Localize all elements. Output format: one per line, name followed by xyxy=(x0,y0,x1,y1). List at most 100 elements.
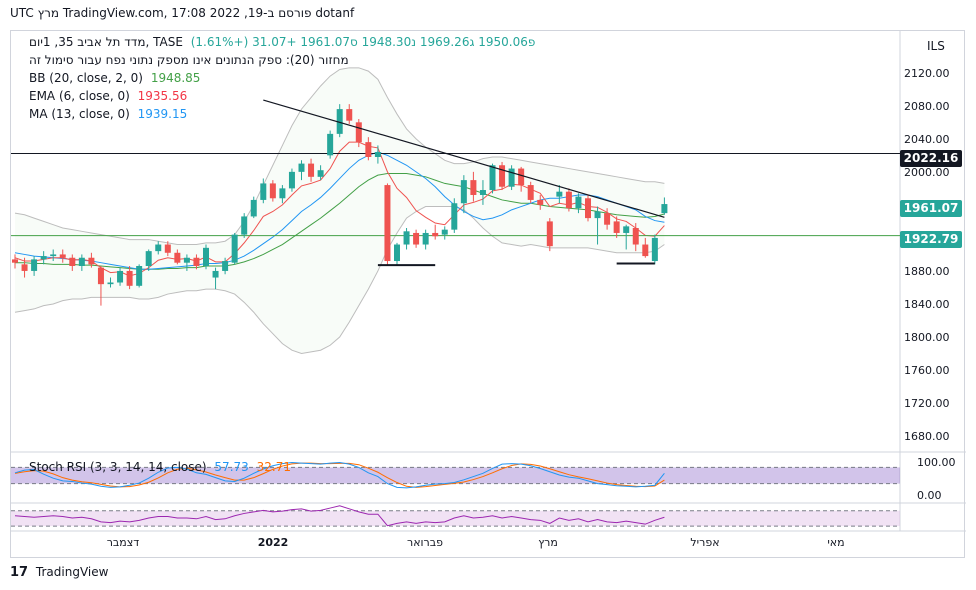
candle-body xyxy=(203,247,209,266)
legend-ema-label: EMA (6, close, 0) xyxy=(29,89,130,103)
legend-bb[interactable]: BB (20, close, 2, 0) 1948.85 xyxy=(29,71,204,85)
candle-body xyxy=(97,267,104,285)
candle-body xyxy=(422,232,429,245)
candle-body xyxy=(50,254,57,257)
candle-body xyxy=(441,229,448,235)
y-tick-label: 1720.00 xyxy=(904,397,950,410)
candle-body xyxy=(183,257,190,263)
legend-ema-value: 1935.56 xyxy=(137,89,188,103)
candle-body xyxy=(642,244,649,257)
chart-frame[interactable]: 2120.002080.002040.002000.001960.001920.… xyxy=(10,30,966,558)
y-tick-label: 2000.00 xyxy=(904,166,950,179)
candle-body xyxy=(594,211,601,219)
trendline xyxy=(263,99,665,218)
candle-body xyxy=(432,232,439,237)
stoch-k-line xyxy=(14,462,665,489)
y-tick-label: 2080.00 xyxy=(904,100,950,113)
candle-body xyxy=(269,183,276,199)
axis-currency[interactable]: ILS xyxy=(927,39,945,53)
price-tag-resistance: 2022.16 xyxy=(900,150,962,167)
rsi-band xyxy=(11,510,900,527)
candle-body xyxy=(518,168,525,186)
candle-body xyxy=(355,122,362,143)
candle-body xyxy=(632,228,639,245)
candle-body xyxy=(651,237,658,262)
y-tick-label: 1680.00 xyxy=(904,430,950,443)
candle-body xyxy=(279,188,286,199)
x-tick-label: 2022 xyxy=(258,536,289,549)
candle-body xyxy=(59,254,66,258)
legend-volume: מחזור (20): ספק הנתונים אינו מספק נתוני … xyxy=(29,53,349,67)
rsi-line xyxy=(14,505,665,527)
x-tick-label: דצמבר xyxy=(107,536,140,549)
legend-ema[interactable]: EMA (6, close, 0) 1935.56 xyxy=(29,89,191,103)
footer-brand[interactable]: 17 TradingView xyxy=(10,565,108,580)
candle-body xyxy=(565,191,572,209)
x-tick-label: אפריל xyxy=(690,536,719,549)
candle-body xyxy=(546,221,553,247)
bb-upper-line xyxy=(14,67,665,246)
price-tag-last: 1961.07 xyxy=(900,200,962,217)
candle-body xyxy=(613,221,620,233)
candle-body xyxy=(222,261,229,271)
legend-ma-label: MA (13, close, 0) xyxy=(29,107,130,121)
y-tick-label: 2040.00 xyxy=(904,133,950,146)
stoch-tick-label: 0.00 xyxy=(917,489,942,502)
candle-body xyxy=(384,185,391,262)
stoch-tick-label: 100.00 xyxy=(917,456,956,469)
footer-brand-text: TradingView xyxy=(35,565,109,579)
candle-body xyxy=(604,213,611,225)
candle-body xyxy=(12,259,18,263)
candle-body xyxy=(508,168,515,187)
legend-bb-value: 1948.85 xyxy=(150,71,201,85)
candle-body xyxy=(661,204,668,214)
candle-body xyxy=(327,133,334,156)
legend-ma-value: 1939.15 xyxy=(137,107,188,121)
y-tick-label: 1840.00 xyxy=(904,298,950,311)
candle-body xyxy=(40,256,47,260)
candle-body xyxy=(231,234,238,263)
legend-symbol[interactable]: מדד תל אביב 35, 1יום, TASE xyxy=(29,35,183,49)
candle-body xyxy=(585,198,591,219)
x-tick-label: מרץ xyxy=(538,536,558,549)
candle-body xyxy=(174,252,181,263)
candle-body xyxy=(394,244,400,262)
legend-bb-label: BB (20, close, 2, 0) xyxy=(29,71,143,85)
candle-body xyxy=(78,257,85,266)
legend-stoch[interactable]: Stoch RSI (3, 3, 14, 14, close) 57.73 32… xyxy=(29,460,295,474)
candle-body xyxy=(489,165,496,191)
candle-body xyxy=(193,257,200,266)
candle-body xyxy=(288,171,295,189)
candle-body xyxy=(298,163,305,172)
candle-body xyxy=(499,165,506,187)
x-tick-label: פברואר xyxy=(407,536,443,549)
candle-body xyxy=(117,270,124,283)
publish-header: dotanf פורסם ב-TradingView.com, 17:08 20… xyxy=(10,6,355,20)
x-tick-label: מאי xyxy=(827,536,844,549)
candle-body xyxy=(31,259,38,271)
candle-body xyxy=(21,264,28,271)
ma-line xyxy=(14,151,665,270)
candle-body xyxy=(250,199,257,217)
candle-body xyxy=(537,199,544,205)
tradingview-logo-icon: 17 xyxy=(10,565,29,580)
candle-body xyxy=(556,191,563,197)
candle-body xyxy=(365,142,372,157)
y-tick-label: 1800.00 xyxy=(904,331,950,344)
candle-body xyxy=(470,180,477,195)
ema-line xyxy=(14,141,665,277)
y-tick-label: 2120.00 xyxy=(904,67,950,80)
candle-body xyxy=(460,180,467,204)
candle-body xyxy=(136,265,143,286)
legend-symbol-row: מדד תל אביב 35, 1יום, TASE פ1950.06 ג196… xyxy=(29,35,539,49)
candle-body xyxy=(145,251,152,266)
candle-body xyxy=(336,109,343,134)
candle-body xyxy=(241,216,248,235)
legend-stoch-label: Stoch RSI (3, 3, 14, 14, close) xyxy=(29,460,207,474)
legend-stoch-k: 57.73 xyxy=(214,460,249,474)
candle-body xyxy=(317,170,324,177)
candle-body xyxy=(413,232,420,245)
bb-mid-line xyxy=(15,173,665,270)
candle-body xyxy=(164,244,171,253)
legend-ma[interactable]: MA (13, close, 0) 1939.15 xyxy=(29,107,191,121)
